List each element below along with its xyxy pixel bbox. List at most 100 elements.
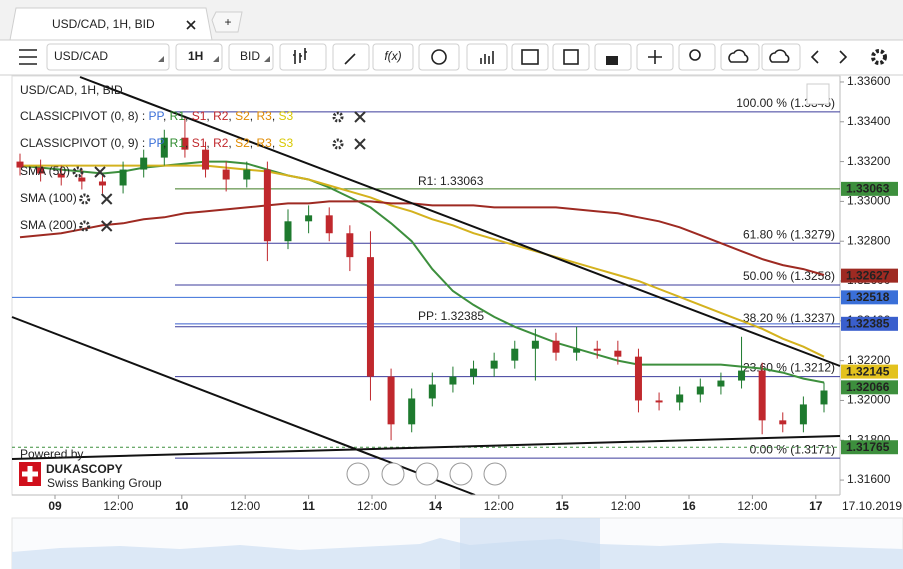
levels: 100.00 % (1.3345)61.80 % (1.3279)50.00 %… <box>12 96 840 459</box>
x-tick-label: 12:00 <box>737 499 767 513</box>
y-tick-label: 1.33200 <box>847 154 891 168</box>
settings-icon[interactable] <box>79 220 91 232</box>
new-tab-button[interactable] <box>211 11 243 33</box>
info-button[interactable] <box>418 43 460 71</box>
upload-button[interactable] <box>720 43 760 71</box>
candle-body <box>263 169 271 242</box>
pivot-field: R2 <box>213 109 229 123</box>
candle-body <box>738 370 746 381</box>
candle-body <box>470 368 478 377</box>
calendar-button[interactable] <box>511 43 549 71</box>
x-tick-label: 10 <box>175 499 189 513</box>
candle-body <box>552 340 560 353</box>
x-tick-label: 11 <box>302 499 315 513</box>
trend-line[interactable] <box>79 76 841 367</box>
scroll-left-button[interactable] <box>810 50 819 64</box>
price-axis <box>840 76 903 495</box>
pivot-name: CLASSICPIVOT (0, 8) <box>20 109 138 123</box>
settings-icon[interactable] <box>79 193 91 205</box>
candle-body <box>408 398 416 425</box>
side-select[interactable] <box>228 43 274 71</box>
remove-icon[interactable] <box>94 166 106 178</box>
dropdown-arrow <box>264 56 270 62</box>
candle-body <box>820 390 828 405</box>
x-tick-label: 12:00 <box>103 499 133 513</box>
scroll-right-button[interactable] <box>839 50 848 64</box>
candle-body <box>799 404 807 425</box>
pencil-icon <box>344 53 356 65</box>
settings-icon[interactable] <box>332 111 344 123</box>
candle-body <box>717 380 725 387</box>
pivot-field: R1 <box>170 136 186 150</box>
y-tick-label: 1.32800 <box>847 233 891 247</box>
candle-body <box>779 420 787 425</box>
price-tag-label: 1.32145 <box>846 364 890 378</box>
price-tag-label: 1.33063 <box>846 182 890 196</box>
instrument-label: USD/CAD <box>54 49 108 63</box>
logo-cross <box>22 466 38 482</box>
candle-body <box>676 394 684 403</box>
candle-body <box>614 350 622 357</box>
candle-body <box>16 161 24 168</box>
pivot-separator: , <box>206 136 209 150</box>
brand-name: DUKASCOPY <box>46 462 123 476</box>
remove-icon[interactable] <box>354 138 366 150</box>
candle-body <box>428 384 436 399</box>
price-tag <box>841 181 898 196</box>
nav-back[interactable] <box>346 462 370 486</box>
nav-forward[interactable] <box>483 462 507 486</box>
indicator-button[interactable] <box>372 43 414 71</box>
settings-icon[interactable] <box>72 166 84 178</box>
pivot-prefix: : <box>142 109 145 123</box>
bars-icon <box>480 51 494 64</box>
price-tag <box>841 440 898 455</box>
maximize-button[interactable] <box>806 83 830 105</box>
report-button[interactable] <box>552 43 590 71</box>
pivot-prefix: : <box>142 136 145 150</box>
tab-close[interactable] <box>186 20 196 30</box>
remove-icon[interactable] <box>354 111 366 123</box>
candle-body <box>325 215 333 234</box>
pivot-field: PP <box>149 136 165 150</box>
settings-button[interactable] <box>871 49 887 65</box>
menu-button[interactable] <box>19 49 37 65</box>
calendar-icon <box>521 49 539 65</box>
volume-button[interactable] <box>466 43 508 71</box>
candles <box>16 115 828 441</box>
pivot-separator: , <box>206 109 209 123</box>
time-axis-labels: 09 12:00 10 12:00 11 12:00 14 12:00 15 12:00 16 12:… <box>48 495 823 513</box>
candle-body <box>511 348 519 361</box>
nav-zoom-in[interactable] <box>449 462 473 486</box>
price-tag-label: 1.32066 <box>846 380 890 394</box>
x-tick-label: 09 <box>48 499 62 513</box>
dropdown-arrow <box>158 56 164 62</box>
nav-fit[interactable] <box>415 462 439 486</box>
download-button[interactable] <box>761 43 801 71</box>
settings-icon[interactable] <box>332 138 344 150</box>
nav-zoom-out[interactable] <box>381 462 405 486</box>
instrument-select[interactable] <box>46 43 170 71</box>
x-tick-label: 12:00 <box>230 499 260 513</box>
remove-icon[interactable] <box>100 220 113 232</box>
remove-icon[interactable] <box>100 193 113 205</box>
chart-type-button[interactable] <box>279 43 327 71</box>
candle-body <box>490 360 498 369</box>
y-tick-label: 1.32200 <box>847 353 891 367</box>
report-icon <box>563 49 579 65</box>
navigator-window[interactable] <box>460 518 600 569</box>
pivot-label: PP: 1.32385 <box>418 309 484 323</box>
candle-body <box>758 370 766 421</box>
candle-body <box>387 376 395 425</box>
trend-line[interactable] <box>11 435 841 460</box>
candle-body <box>160 137 168 158</box>
period-select[interactable] <box>175 43 223 71</box>
pivot-field: PP <box>149 109 165 123</box>
indicator-label: f(x) <box>384 49 401 63</box>
candle-body <box>346 233 354 258</box>
pivot-separator: , <box>228 109 231 123</box>
pivot-separator: , <box>163 109 166 123</box>
period-label: 1H <box>188 49 203 63</box>
zoom-button[interactable] <box>678 43 716 71</box>
candle-body <box>305 215 313 222</box>
zoom-icon <box>689 49 701 61</box>
